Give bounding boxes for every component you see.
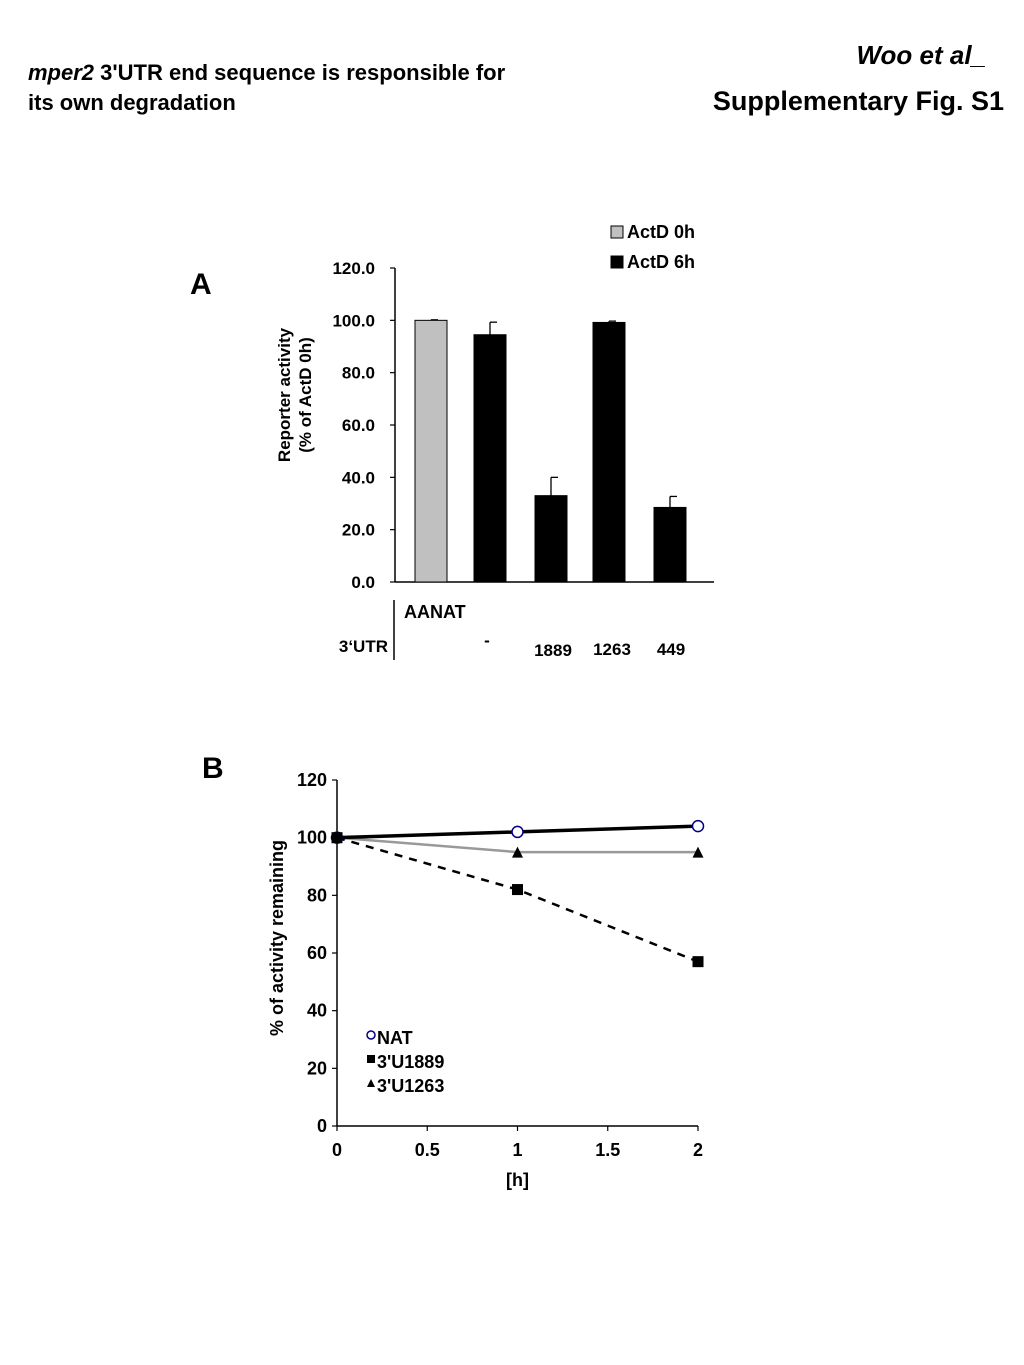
legend-label-b: 3'U1263	[377, 1076, 444, 1096]
y-tick-label-a: 100.0	[332, 311, 375, 330]
author-label: Woo et al_	[856, 40, 986, 70]
panel-letter-b: B	[202, 752, 224, 785]
data-point-2-1	[512, 846, 523, 858]
legend-label-a: ActD 0h	[627, 222, 695, 242]
y-tick-label-b: 120	[297, 770, 327, 790]
construct-label: AANAT	[404, 602, 466, 622]
y-tick-label-a: 80.0	[342, 364, 375, 383]
x-tick-label-b: 1	[512, 1140, 522, 1160]
utr-row-label: 3‘UTR	[339, 637, 388, 656]
x-tick-label-b: 2	[693, 1140, 703, 1160]
x-axis-label-b: [h]	[506, 1170, 529, 1190]
data-point-2-2	[692, 846, 704, 858]
x-tick-label-b: 0	[332, 1140, 342, 1160]
y-axis-label-a: Reporter activity (% of ActD 0h)	[275, 327, 315, 462]
bar-3	[534, 495, 568, 583]
legend-swatch-a	[610, 255, 624, 269]
legend-label-b: NAT	[377, 1028, 413, 1048]
y-tick-label-a: 20.0	[342, 521, 375, 540]
legend-swatch-a	[610, 225, 624, 239]
data-point-1-1	[512, 884, 523, 896]
y-axis-label-b: % of activity remaining	[267, 840, 287, 1036]
y-tick-label-a: 0.0	[351, 573, 375, 592]
legend-marker-b	[367, 1055, 375, 1063]
data-point-1-2	[692, 956, 704, 968]
utr-value: -	[484, 631, 490, 650]
y-tick-label-b: 80	[307, 885, 327, 905]
y-axis-label-line1: Reporter activity	[275, 327, 294, 462]
data-point-2-0	[331, 832, 343, 844]
y-tick-label-a: 60.0	[342, 416, 375, 435]
x-tick-label-b: 1.5	[595, 1140, 620, 1160]
y-tick-label-b: 60	[307, 943, 327, 963]
figure-label: Supplementary Fig. S1	[712, 86, 1004, 116]
bar-4	[592, 321, 626, 583]
bar-1	[414, 319, 448, 583]
legend-label-a: ActD 6h	[627, 252, 695, 272]
title-gene: mper2	[28, 60, 95, 85]
title-text-line2: its own degradation	[28, 90, 236, 115]
bar-5	[653, 506, 687, 583]
utr-value: 449	[657, 640, 685, 659]
y-axis-label-line2: (% of ActD 0h)	[296, 337, 315, 453]
panel-letter-a: A	[190, 268, 212, 301]
title-text: 3'UTR end sequence is responsible for	[94, 60, 506, 85]
y-tick-label-b: 40	[307, 1001, 327, 1021]
y-tick-label-a: 120.0	[332, 259, 375, 278]
y-tick-label-b: 0	[317, 1116, 327, 1136]
data-point-0-1	[511, 825, 524, 839]
y-tick-label-b: 100	[297, 828, 327, 848]
utr-value: 1889	[534, 641, 572, 660]
bar-2	[473, 334, 507, 583]
legend-marker-b	[366, 1030, 376, 1040]
data-point-0-2	[691, 819, 705, 833]
figure-title: mper2 3'UTR end sequence is responsible …	[28, 58, 628, 118]
y-tick-label-a: 40.0	[342, 468, 375, 487]
legend-marker-b	[367, 1079, 375, 1087]
y-tick-label-b: 20	[307, 1058, 327, 1078]
x-tick-label-b: 0.5	[415, 1140, 440, 1160]
utr-value: 1263	[593, 640, 631, 659]
legend-label-b: 3'U1889	[377, 1052, 444, 1072]
